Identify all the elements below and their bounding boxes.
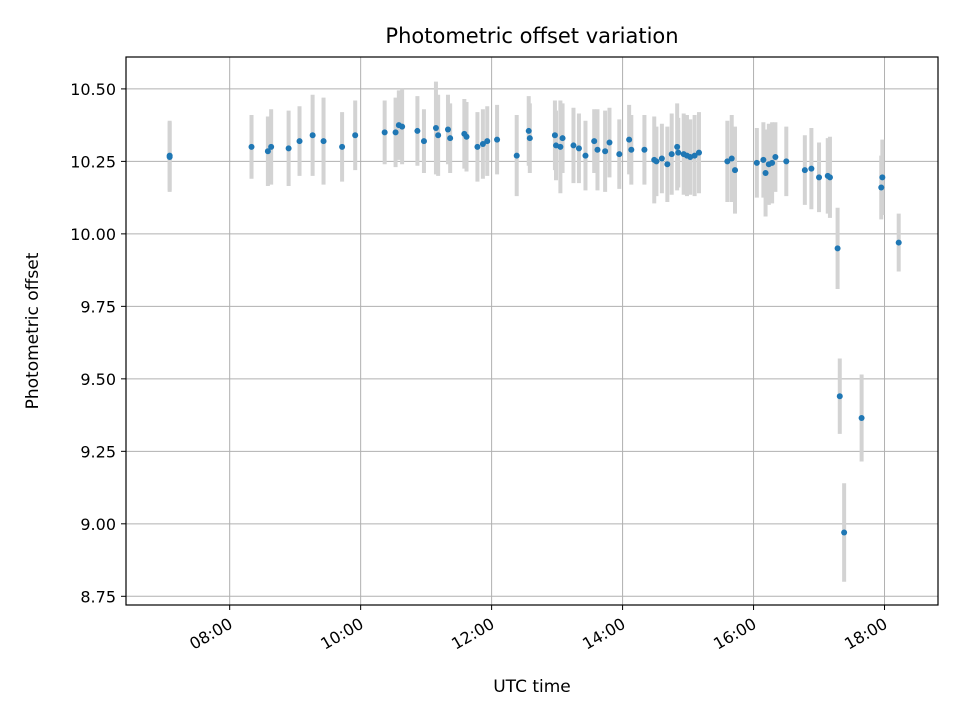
x-axis-title: UTC time [493, 677, 571, 697]
data-point [858, 414, 865, 421]
data-point [658, 155, 665, 162]
y-tick-label: 10.00 [70, 225, 116, 244]
data-point [557, 143, 564, 150]
data-point [435, 132, 442, 139]
data-point [728, 155, 735, 162]
x-tick-label: 16:00 [710, 614, 759, 654]
x-tick-label: 14:00 [579, 614, 628, 654]
data-point [484, 138, 491, 145]
data-point [494, 136, 501, 143]
data-point [594, 146, 601, 153]
chart-title: Photometric offset variation [385, 24, 678, 48]
data-point [602, 148, 609, 155]
data-point [653, 158, 660, 165]
data-point [296, 138, 303, 145]
data-point [474, 143, 481, 150]
data-point [582, 152, 589, 159]
data-point [616, 151, 623, 158]
y-tick-label: 10.25 [70, 152, 116, 171]
x-axis-ticks: 08:00 10:00 12:00 14:00 16:00 18:00 [186, 605, 891, 654]
data-point [575, 145, 582, 152]
data-point [248, 143, 255, 150]
y-tick-label: 9.00 [80, 515, 116, 534]
data-point [591, 138, 598, 145]
data-point [691, 152, 698, 159]
data-point [675, 149, 682, 156]
data-point [841, 529, 848, 536]
data-point [628, 146, 635, 153]
data-point [753, 159, 760, 166]
data-point [769, 159, 776, 166]
data-point [772, 154, 779, 161]
data-point [420, 138, 427, 145]
data-point [879, 174, 886, 181]
y-axis-ticks: 8.75 9.00 9.25 9.50 9.75 10.00 10.25 10.50 [70, 80, 126, 606]
data-point [668, 151, 675, 158]
data-point [760, 156, 767, 163]
data-point [432, 125, 439, 132]
data-point [606, 139, 613, 146]
data-point [878, 184, 885, 191]
data-point [783, 158, 790, 165]
grid-lines [126, 57, 938, 605]
data-point [664, 161, 671, 168]
y-axis-title: Photometric offset [23, 252, 43, 409]
data-point [352, 132, 359, 139]
data-point [414, 127, 421, 134]
y-tick-label: 10.50 [70, 80, 116, 99]
data-point [526, 135, 533, 142]
data-point [762, 169, 769, 176]
data-point [264, 148, 271, 155]
plot-frame [125, 56, 939, 606]
data-point [801, 167, 808, 174]
y-tick-label: 9.25 [80, 442, 116, 461]
data-point [309, 132, 316, 139]
data-point [463, 133, 470, 140]
x-tick-label: 10:00 [317, 614, 366, 654]
data-point [166, 152, 173, 159]
data-point [626, 136, 633, 143]
error-bars [167, 81, 901, 582]
x-tick-label: 08:00 [186, 614, 235, 654]
data-point [674, 143, 681, 150]
data-point [268, 143, 275, 150]
data-point [392, 129, 399, 136]
data-point [732, 167, 738, 174]
data-point [559, 135, 566, 142]
x-tick-label: 18:00 [841, 614, 890, 654]
data-point [816, 174, 823, 181]
data-point [826, 174, 833, 181]
data-point [399, 123, 406, 130]
data-point [381, 129, 388, 136]
y-tick-label: 9.75 [80, 297, 116, 316]
data-point [320, 138, 327, 145]
data-point [895, 239, 902, 246]
data-point [525, 127, 532, 134]
data-point [641, 146, 648, 153]
data-point [479, 140, 486, 147]
x-tick-label: 12:00 [448, 614, 497, 654]
y-tick-label: 9.50 [80, 370, 116, 389]
data-point [447, 135, 454, 142]
data-point [551, 132, 558, 139]
data-points [166, 122, 902, 536]
data-point [834, 245, 841, 252]
data-point [836, 393, 843, 400]
data-point [808, 165, 815, 172]
data-point [570, 142, 577, 149]
data-point [695, 149, 702, 156]
data-point [513, 152, 520, 159]
data-point [444, 126, 451, 133]
data-point [339, 143, 346, 150]
y-tick-label: 8.75 [80, 587, 116, 606]
data-point [285, 145, 292, 152]
data-point [724, 158, 731, 165]
